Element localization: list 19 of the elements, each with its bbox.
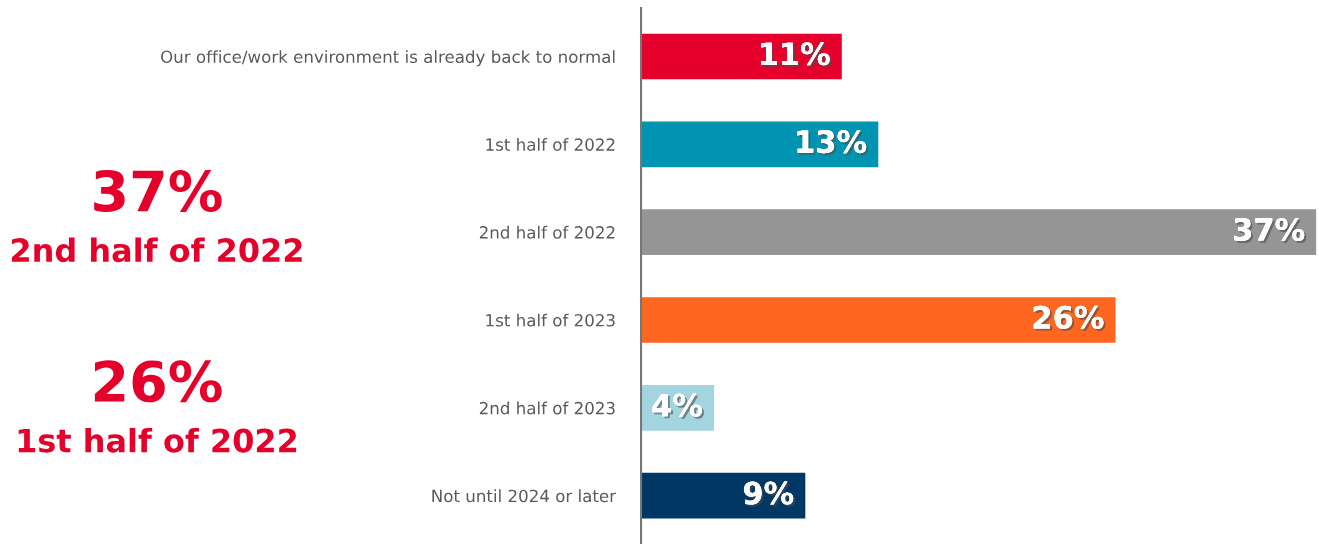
y-tick-label: 1st half of 2022 (486, 137, 615, 151)
y-tick-label: Our office/work environment is already back to normal (161, 50, 615, 67)
text: 26% (94, 360, 222, 403)
data-label: 13% (797, 130, 869, 156)
text: 1st half of 2022 (18, 427, 297, 453)
y-tick-label: Not until 2024 or later (432, 489, 617, 503)
data-label: 4% (652, 393, 705, 419)
bar (641, 297, 1116, 343)
data-label: 11% (761, 42, 832, 68)
y-tick-label: 2nd half of 2023 (479, 401, 615, 415)
data-label: 9% (743, 481, 796, 507)
text: 37% (94, 169, 222, 212)
y-tick-label: 2nd half of 2022 (479, 225, 615, 239)
data-label: 26% (1033, 305, 1106, 331)
text: 2nd half of 2022 (11, 237, 302, 263)
y-tick-label: 1st half of 2023 (486, 313, 615, 327)
bar (641, 121, 879, 168)
bar (641, 209, 1317, 255)
data-label: 37% (1234, 217, 1307, 244)
